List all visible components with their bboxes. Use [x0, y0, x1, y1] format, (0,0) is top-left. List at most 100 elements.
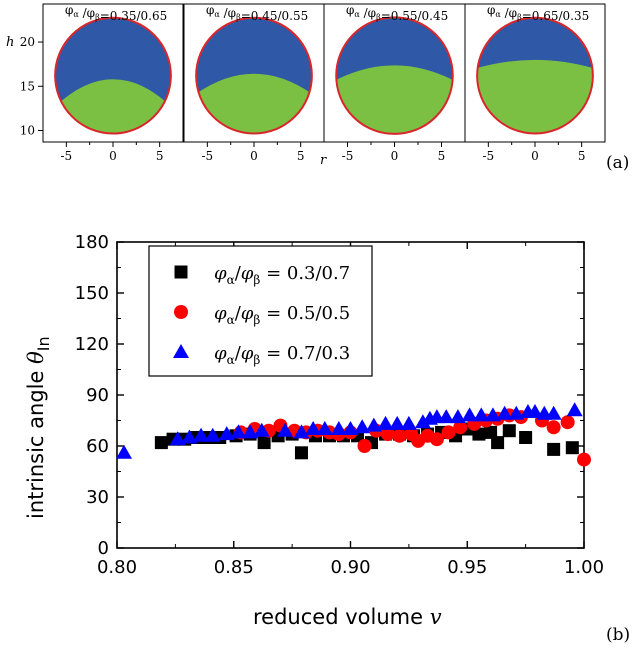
data-point-triangle [277, 422, 294, 437]
y-axis-title-text: intrinsic angle [24, 364, 48, 519]
alpha-phase-domain [55, 79, 171, 134]
data-point-square [154, 436, 168, 450]
membrane-outline [54, 16, 172, 135]
data-point-triangle [508, 405, 525, 420]
data-point-triangle [342, 421, 359, 435]
panel-a-xlabel: r [320, 153, 327, 168]
data-point-circle [380, 427, 395, 442]
data-point-triangle [377, 415, 394, 430]
data-point-triangle [526, 404, 543, 418]
data-point-triangle [193, 427, 210, 442]
data-point-triangle [496, 405, 513, 420]
data-point-square [472, 427, 486, 441]
panel-a-ylabel: h [6, 35, 14, 50]
data-point-triangle [316, 421, 333, 435]
y-tick-label: 20 [20, 35, 35, 49]
x-tick-label: -5 [201, 149, 213, 163]
subplot-title: φα /φβ=0.45/0.55 [206, 3, 308, 23]
data-point-triangle [253, 422, 270, 437]
x-axis-title-var: v [430, 605, 442, 629]
data-point-square [294, 446, 308, 460]
data-point-triangle [400, 415, 417, 430]
membrane-outline [195, 16, 313, 135]
legend-label: φα/φβ = 0.5/0.5 [214, 303, 350, 327]
membrane-outline [335, 16, 454, 135]
data-point-triangle [473, 407, 490, 422]
x-tick-label: -5 [482, 149, 494, 163]
data-point-circle [357, 439, 372, 453]
legend-label: φα/φβ = 0.7/0.3 [214, 343, 350, 367]
sphere-subplot: φα /φβ=0.55/0.45 -5 0 5 [323, 3, 466, 163]
legend-marker-triangle [173, 344, 189, 358]
x-tick-label: 1.00 [564, 557, 604, 578]
x-tick-label: 0 [109, 149, 117, 163]
subplot-title: φα /φβ=0.65/0.35 [487, 3, 589, 23]
y-tick-label: 15 [20, 79, 35, 93]
y-tick-label: 0 [98, 538, 109, 559]
x-tick-label: 0.80 [97, 557, 137, 578]
data-point-triangle [389, 415, 406, 430]
x-tick-label: 0 [391, 149, 399, 163]
data-point-circle [577, 452, 591, 467]
x-tick-label: 0.85 [214, 557, 254, 578]
x-tick-label: 5 [156, 149, 164, 163]
y-tick-label: 120 [75, 334, 109, 355]
sphere-subplot: φα /φβ=0.35/0.65 -5 0 5 10 15 20 [20, 3, 184, 163]
x-axis-title: reduced volume v [253, 605, 442, 629]
panel-a-label: (a) [606, 153, 629, 173]
y-tick-label: 180 [75, 232, 109, 253]
data-point-triangle [545, 405, 562, 420]
data-point-circle [429, 432, 444, 447]
data-point-circle [546, 420, 561, 435]
legend-marker-square [174, 265, 188, 279]
data-point-triangle [116, 444, 133, 459]
series-triangle [116, 402, 583, 459]
x-tick-label: 0 [250, 149, 258, 163]
data-point-triangle [461, 407, 478, 422]
y-tick-label: 30 [86, 487, 109, 508]
data-point-circle [392, 428, 407, 443]
data-point-square [547, 442, 561, 456]
y-axis-title-var: θ [24, 351, 48, 364]
data-point-square [502, 424, 516, 438]
y-tick-label: 60 [86, 436, 109, 457]
x-tick-label: -5 [60, 149, 72, 163]
panel-b: 0.80 0.85 0.90 0.95 1.00 0 30 60 90 120 150 180 φα/… [24, 232, 630, 645]
alpha-phase-domain [196, 73, 312, 134]
y-axis-title-sub: In [34, 336, 53, 351]
data-point-triangle [438, 409, 455, 424]
data-point-triangle [566, 402, 583, 417]
data-point-triangle [242, 424, 259, 439]
membrane-outline [476, 16, 594, 135]
x-tick-label: 0 [531, 149, 539, 163]
data-point-triangle [330, 421, 347, 435]
subplot-title: φα /φβ=0.55/0.45 [346, 3, 448, 23]
data-point-circle [560, 415, 575, 430]
data-point-circle [453, 420, 468, 435]
panel-b-label: (b) [606, 625, 630, 645]
data-point-square [257, 436, 271, 450]
y-tick-label: 150 [75, 283, 109, 304]
data-point-square [519, 431, 533, 444]
y-tick-label: 90 [86, 385, 109, 406]
subplot-title: φα /φβ=0.35/0.65 [65, 3, 167, 23]
alpha-phase-domain [336, 65, 453, 134]
data-point-triangle [449, 409, 466, 424]
data-point-triangle [204, 427, 221, 442]
x-tick-label: 0.95 [447, 557, 487, 578]
legend-label: φα/φβ = 0.3/0.7 [214, 263, 350, 287]
data-point-triangle [484, 407, 501, 422]
alpha-phase-domain [477, 59, 593, 134]
x-tick-label: 5 [438, 149, 446, 163]
data-point-triangle [365, 417, 382, 432]
data-point-square [491, 436, 505, 450]
sphere-subplot: φα /φβ=0.45/0.55 -5 0 5 [183, 3, 325, 163]
data-point-triangle [230, 424, 247, 439]
x-tick-label: 0.90 [330, 557, 370, 578]
data-point-triangle [181, 429, 198, 444]
y-tick-label: 10 [20, 124, 35, 138]
data-point-circle [441, 425, 456, 440]
legend: φα/φβ = 0.3/0.7 φα/φβ = 0.5/0.5 φα/φβ = 0.… [148, 245, 373, 377]
legend-marker-circle [174, 305, 188, 319]
data-point-triangle [305, 421, 322, 435]
